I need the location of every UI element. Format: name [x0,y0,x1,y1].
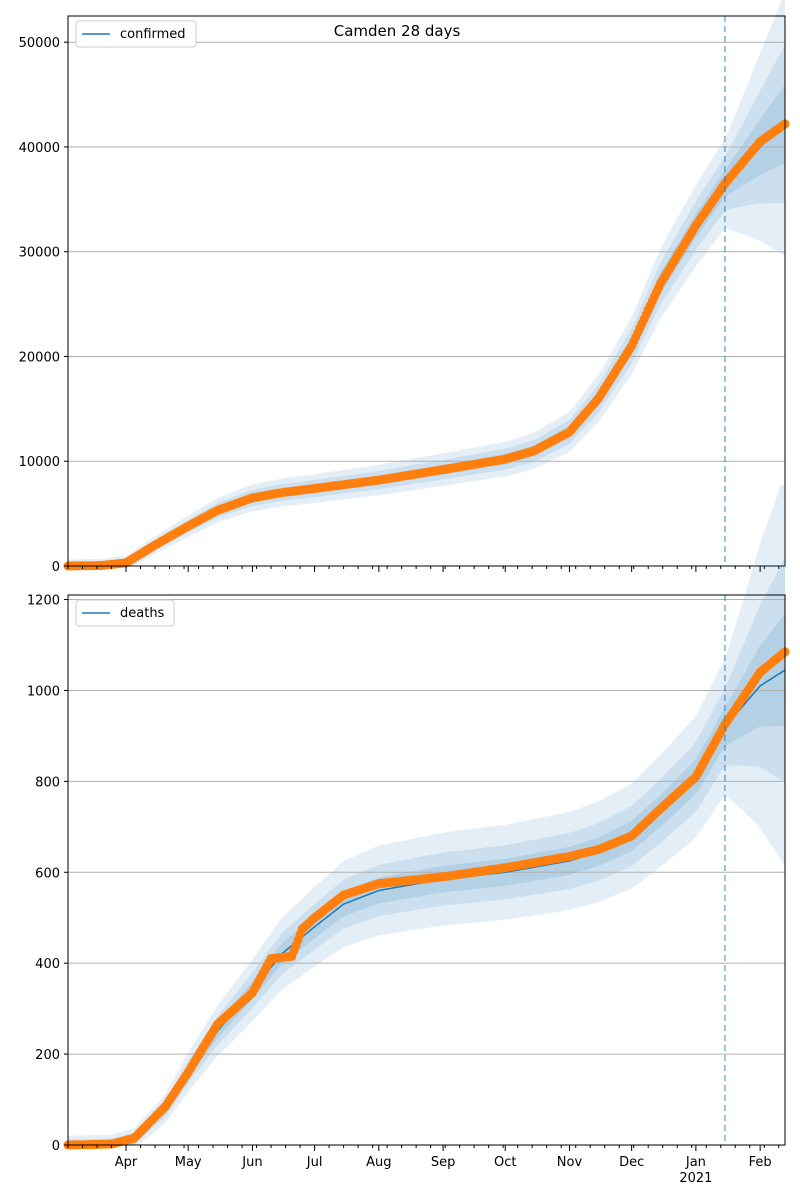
y-tick-label: 1000 [27,684,60,699]
uncertainty-band [68,485,785,1145]
y-tick-label: 600 [35,866,60,881]
deaths-axes-frame [67,594,786,1146]
y-tick-label: 0 [52,560,60,575]
y-tick-label: 1200 [27,594,60,609]
y-tick-label: 50000 [19,36,60,51]
confirmed-legend: confirmed [75,20,197,48]
confirmed-gridlines [68,41,785,462]
x-tick-label: Nov [557,1155,583,1170]
y-tick-label: 10000 [19,455,60,470]
y-tick-label: 800 [35,775,60,790]
x-tick-label: Feb [749,1155,772,1170]
deaths-y-axis: 0 200 400 600 800 1000 1200 [27,594,68,1154]
deaths-gridlines [68,599,785,1055]
legend-box [75,20,197,48]
x-tick-label: Jul [306,1155,323,1170]
x-tick-label: Dec [619,1155,644,1170]
deaths-panel: 0 200 400 600 800 1000 1200 Apr May Jun Jul Aug Sep… [27,485,790,1186]
deaths-legend: deaths [75,599,175,627]
y-tick-label: 40000 [19,141,60,156]
legend-label: confirmed [120,27,186,42]
x-year-label: 2021 [679,1171,712,1186]
x-tick-label: May [175,1155,202,1170]
x-tick-label: Jun [241,1155,262,1170]
y-tick-label: 30000 [19,246,60,261]
chart-title: Camden 28 days [334,22,461,40]
confirmed-axes-frame [67,15,786,567]
confirmed-panel: 0 10000 20000 30000 40000 50000 Camden 28 day… [19,0,790,575]
confirmed-y-axis: 0 10000 20000 30000 40000 50000 [19,36,68,575]
deaths-observed-points [63,647,790,1150]
y-tick-label: 20000 [19,350,60,365]
x-tick-label: Apr [115,1155,138,1170]
x-tick-label: Aug [366,1155,391,1170]
y-tick-label: 200 [35,1048,60,1063]
x-tick-label: Sep [431,1155,456,1170]
x-tick-label: Oct [494,1155,516,1170]
x-tick-label: Jan [685,1155,706,1170]
y-tick-label: 0 [52,1139,60,1154]
legend-box [75,599,175,627]
y-tick-label: 400 [35,957,60,972]
confirmed-observed-points [63,119,790,571]
legend-label: deaths [120,606,165,621]
confirmed-x-axis [67,566,780,572]
